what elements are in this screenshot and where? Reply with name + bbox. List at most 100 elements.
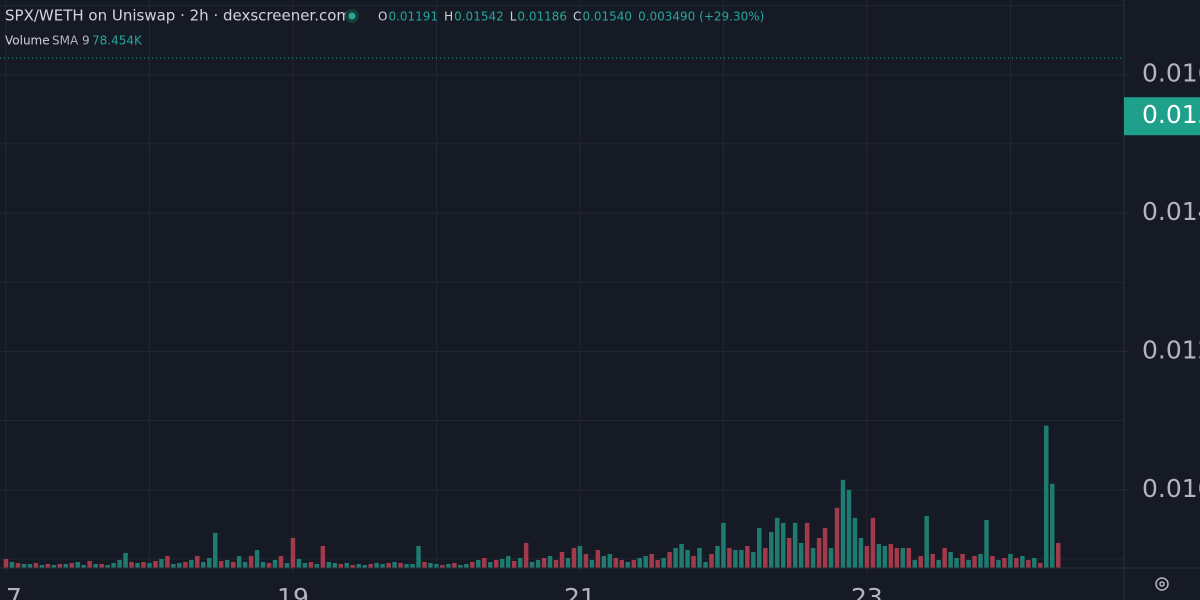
volume-bar	[476, 559, 481, 568]
volume-bar	[99, 563, 104, 568]
volume-bar	[589, 559, 595, 568]
volume-bar	[189, 559, 194, 568]
volume-bar	[655, 559, 660, 568]
volume-bar	[147, 562, 152, 568]
x-tick-label: 23	[851, 583, 883, 600]
volume-bar	[978, 553, 983, 568]
volume-bar	[960, 553, 965, 568]
volume-bar	[21, 563, 27, 568]
volume-bar	[183, 561, 188, 568]
volume-bar	[159, 558, 164, 568]
volume-bar	[123, 552, 128, 568]
volume-bar	[529, 561, 535, 568]
volume-bar	[774, 517, 780, 568]
volume-bar	[111, 562, 116, 568]
header: SPX/WETH on Uniswap · 2h · dexscreener.c…	[5, 7, 764, 48]
volume-bar	[547, 555, 553, 568]
volume-bar	[1032, 557, 1037, 568]
volume-bar	[260, 561, 266, 568]
volume-bar	[900, 547, 906, 568]
volume-bar	[936, 559, 941, 568]
volume-bar	[242, 561, 248, 568]
volume-bar	[990, 555, 995, 568]
volume-bar	[966, 559, 971, 568]
volume-bar	[356, 563, 361, 568]
volume-bar	[290, 537, 296, 568]
volume-bar	[195, 555, 200, 568]
volume-bar	[894, 547, 900, 568]
volume-bar	[15, 562, 21, 568]
volume-bar	[930, 553, 935, 568]
volume-bar	[45, 563, 51, 568]
volume-bar	[3, 558, 9, 568]
x-tick-label: 17	[0, 583, 22, 600]
volume-bar	[595, 549, 601, 568]
volume-bar	[218, 560, 224, 568]
volume-bar	[739, 549, 744, 568]
ohlc-value: 0.01191	[388, 10, 438, 24]
volume-bar	[828, 547, 834, 568]
volume-bar	[906, 547, 912, 568]
volume-bar	[757, 527, 762, 568]
volume-bar	[810, 547, 816, 568]
volume-bar	[296, 558, 302, 568]
volume-bar	[1055, 542, 1061, 568]
volume-bar	[601, 555, 607, 568]
volume-bar	[117, 559, 122, 568]
volume-bar	[428, 562, 433, 568]
volume-bars	[3, 425, 1061, 568]
volume-bar	[607, 553, 613, 568]
volume-bar	[464, 563, 469, 568]
volume-bar	[565, 557, 571, 568]
volume-bar	[177, 562, 182, 568]
volume-bar	[33, 562, 39, 568]
volume-bar	[284, 562, 290, 568]
volume-bar	[398, 562, 403, 568]
volume-bar	[1008, 553, 1013, 568]
volume-bar	[434, 563, 439, 568]
volume-bar	[583, 553, 589, 568]
volume-bar	[852, 517, 858, 568]
volume-bar	[1038, 562, 1043, 568]
volume-bar	[440, 564, 445, 568]
volume-bar	[858, 537, 864, 568]
y-tick-label: 0.010	[1142, 474, 1200, 503]
volume-bar	[386, 562, 391, 568]
status-dot	[348, 12, 356, 20]
volume-bar	[882, 545, 888, 568]
volume-bar	[517, 557, 523, 568]
y-tick-label: 0.012	[1142, 335, 1200, 364]
ohlc-value: 0.01542	[454, 10, 504, 24]
volume-bar	[93, 563, 98, 568]
volume-bar	[153, 560, 158, 568]
volume-bar	[553, 559, 559, 568]
gear[interactable]	[1155, 577, 1169, 591]
volume-bar	[667, 551, 672, 568]
volume-bar	[715, 545, 720, 568]
volume-bar	[410, 563, 415, 568]
volume-bar	[470, 561, 475, 568]
sma-label: SMA 9	[52, 34, 90, 48]
volume-bar	[446, 563, 451, 568]
volume-bar	[972, 555, 977, 568]
volume-bar	[308, 561, 314, 568]
volume-bar	[511, 560, 517, 568]
volume-bar	[631, 559, 636, 568]
volume-bar	[135, 562, 140, 568]
volume-bar	[482, 557, 487, 568]
volume-bar	[368, 563, 373, 568]
ohlc-value: 0.01540	[582, 10, 632, 24]
ohlc-key: L	[510, 10, 517, 24]
volume-bar	[924, 515, 929, 568]
volume-bar	[493, 559, 499, 568]
volume-bar	[691, 555, 696, 568]
volume-bar	[834, 507, 840, 568]
volume-bar	[129, 561, 134, 568]
volume-bar	[422, 561, 427, 568]
volume-bar	[75, 561, 80, 568]
volume-bar	[1026, 559, 1031, 568]
volume-bar	[344, 562, 350, 568]
ohlc-key: C	[573, 10, 581, 24]
settings-icon[interactable]	[1155, 577, 1169, 591]
